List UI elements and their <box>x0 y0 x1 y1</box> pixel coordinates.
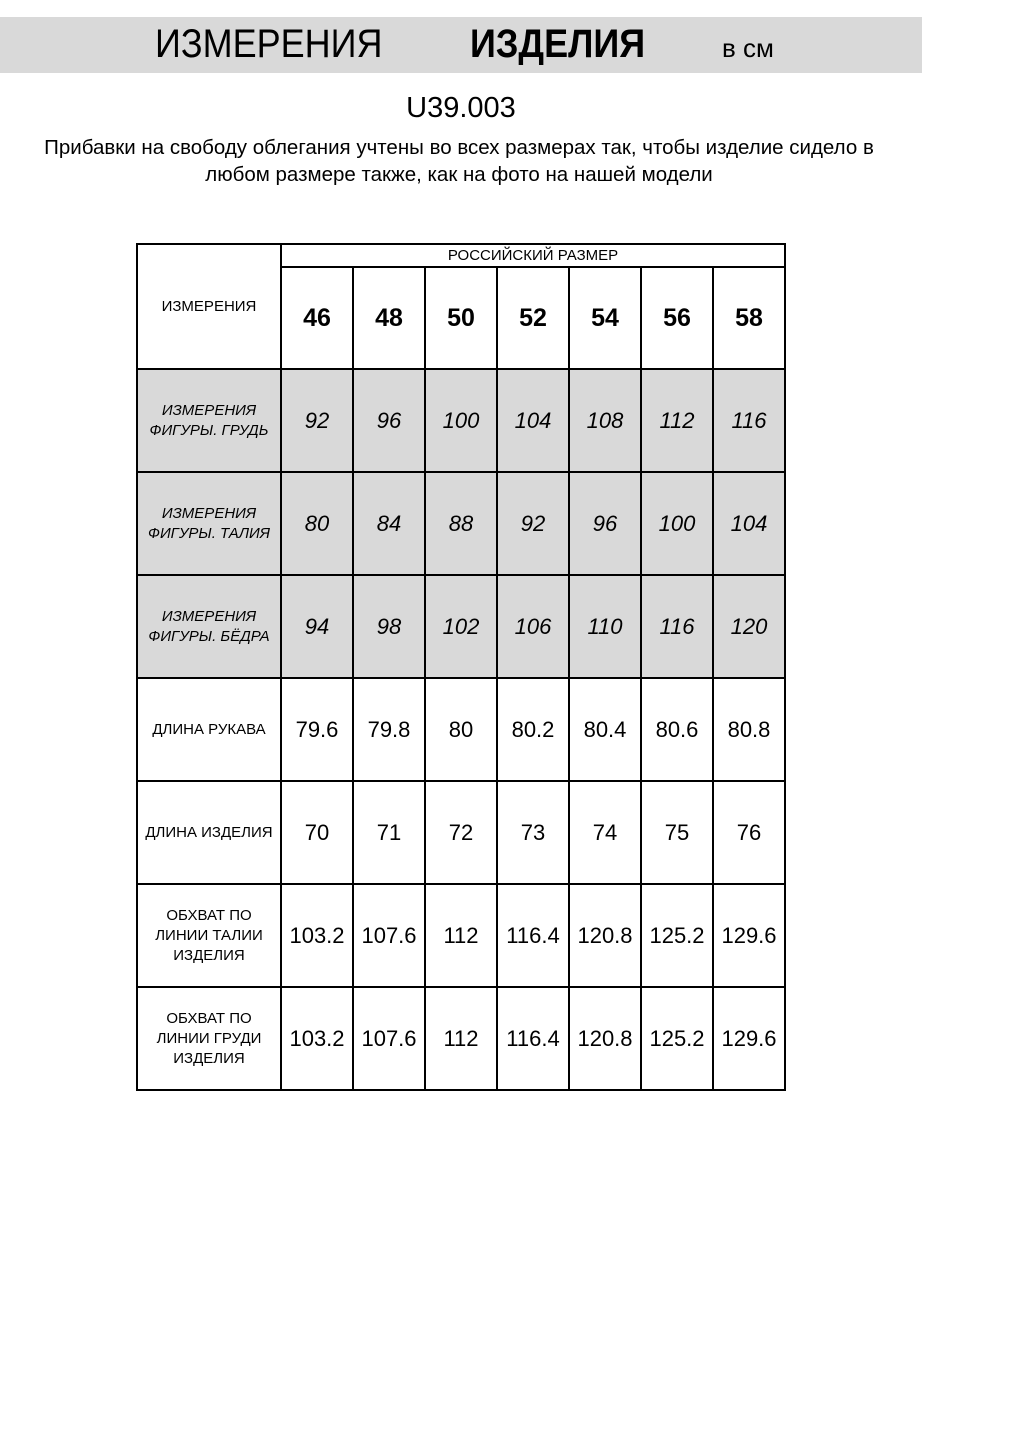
title-banner <box>0 17 922 73</box>
corner-label: ИЗМЕРЕНИЯ <box>136 243 282 370</box>
value-cell: 110 <box>568 574 642 679</box>
note-line: Прибавки на свободу облегания учтены во … <box>44 136 874 159</box>
value-cell: 73 <box>496 780 570 885</box>
size-header: 48 <box>352 266 426 370</box>
value-cell: 112 <box>424 986 498 1091</box>
value-cell: 79.8 <box>352 677 426 782</box>
value-cell: 102 <box>424 574 498 679</box>
row-label: ОБХВАТ ПО ЛИНИИ ТАЛИИ ИЗДЕЛИЯ <box>136 883 282 988</box>
value-cell: 116 <box>712 368 786 473</box>
table-row: ДЛИНА РУКАВА 79.6 79.8 80 80.2 80.4 80.6 80.8 <box>136 677 786 782</box>
value-cell: 80.2 <box>496 677 570 782</box>
value-cell: 75 <box>640 780 714 885</box>
row-label: ИЗМЕРЕНИЯ ФИГУРЫ. ТАЛИЯ <box>136 471 282 576</box>
value-cell: 80.6 <box>640 677 714 782</box>
table-row: ДЛИНА ИЗДЕЛИЯ 70 71 72 73 74 75 76 <box>136 780 786 885</box>
row-label: ИЗМЕРЕНИЯ ФИГУРЫ. ГРУДЬ <box>136 368 282 473</box>
value-cell: 103.2 <box>280 986 354 1091</box>
value-cell: 112 <box>640 368 714 473</box>
value-cell: 120 <box>712 574 786 679</box>
note-line: любом размере также, как на фото на наше… <box>205 163 713 186</box>
value-cell: 94 <box>280 574 354 679</box>
value-cell: 76 <box>712 780 786 885</box>
value-cell: 80 <box>424 677 498 782</box>
table-row: ОБХВАТ ПО ЛИНИИ ТАЛИИ ИЗДЕЛИЯ 103.2 107.6 1… <box>136 883 786 988</box>
title-light: ИЗМЕРЕНИЯ <box>155 22 383 66</box>
value-cell: 120.8 <box>568 883 642 988</box>
value-cell: 84 <box>352 471 426 576</box>
value-cell: 116.4 <box>496 883 570 988</box>
value-cell: 108 <box>568 368 642 473</box>
value-cell: 107.6 <box>352 986 426 1091</box>
value-cell: 116 <box>640 574 714 679</box>
value-cell: 71 <box>352 780 426 885</box>
fit-note: Прибавки на свободу облегания учтены во … <box>0 134 918 188</box>
value-cell: 112 <box>424 883 498 988</box>
size-header: 46 <box>280 266 354 370</box>
value-cell: 106 <box>496 574 570 679</box>
size-header: 56 <box>640 266 714 370</box>
table-row: ИЗМЕРЕНИЯ ФИГУРЫ. ТАЛИЯ 80 84 88 92 96 100 104 <box>136 471 786 576</box>
value-cell: 125.2 <box>640 986 714 1091</box>
row-label: ДЛИНА РУКАВА <box>136 677 282 782</box>
row-label: ОБХВАТ ПО ЛИНИИ ГРУДИ ИЗДЕЛИЯ <box>136 986 282 1091</box>
size-header: 52 <box>496 266 570 370</box>
value-cell: 104 <box>496 368 570 473</box>
value-cell: 96 <box>568 471 642 576</box>
article-code: U39.003 <box>406 92 516 124</box>
table-row: ИЗМЕРЕНИЯ ФИГУРЫ. БЁДРА 94 98 102 106 110 116 1… <box>136 574 786 679</box>
value-cell: 129.6 <box>712 883 786 988</box>
size-header: 54 <box>568 266 642 370</box>
value-cell: 70 <box>280 780 354 885</box>
title-unit: в см <box>722 33 774 63</box>
value-cell: 100 <box>640 471 714 576</box>
value-cell: 92 <box>280 368 354 473</box>
size-header: 58 <box>712 266 786 370</box>
size-header: 50 <box>424 266 498 370</box>
value-cell: 100 <box>424 368 498 473</box>
value-cell: 74 <box>568 780 642 885</box>
value-cell: 80.8 <box>712 677 786 782</box>
table-row: ИЗМЕРЕНИЯ ФИГУРЫ. ГРУДЬ 92 96 100 104 108 112 1… <box>136 368 786 473</box>
value-cell: 92 <box>496 471 570 576</box>
value-cell: 120.8 <box>568 986 642 1091</box>
value-cell: 129.6 <box>712 986 786 1091</box>
value-cell: 80.4 <box>568 677 642 782</box>
value-cell: 88 <box>424 471 498 576</box>
title-bold: ИЗДЕЛИЯ <box>470 22 646 66</box>
size-table: ИЗМЕРЕНИЯ РОССИЙСКИЙ РАЗМЕР 46 48 50 52 54 56… <box>136 243 786 1091</box>
value-cell: 116.4 <box>496 986 570 1091</box>
value-cell: 98 <box>352 574 426 679</box>
value-cell: 72 <box>424 780 498 885</box>
value-cell: 125.2 <box>640 883 714 988</box>
value-cell: 107.6 <box>352 883 426 988</box>
table-row: ОБХВАТ ПО ЛИНИИ ГРУДИ ИЗДЕЛИЯ 103.2 107.6 1… <box>136 986 786 1091</box>
row-label: ДЛИНА ИЗДЕЛИЯ <box>136 780 282 885</box>
value-cell: 79.6 <box>280 677 354 782</box>
value-cell: 103.2 <box>280 883 354 988</box>
value-cell: 104 <box>712 471 786 576</box>
size-group-label: РОССИЙСКИЙ РАЗМЕР <box>280 243 786 268</box>
row-label: ИЗМЕРЕНИЯ ФИГУРЫ. БЁДРА <box>136 574 282 679</box>
value-cell: 96 <box>352 368 426 473</box>
value-cell: 80 <box>280 471 354 576</box>
